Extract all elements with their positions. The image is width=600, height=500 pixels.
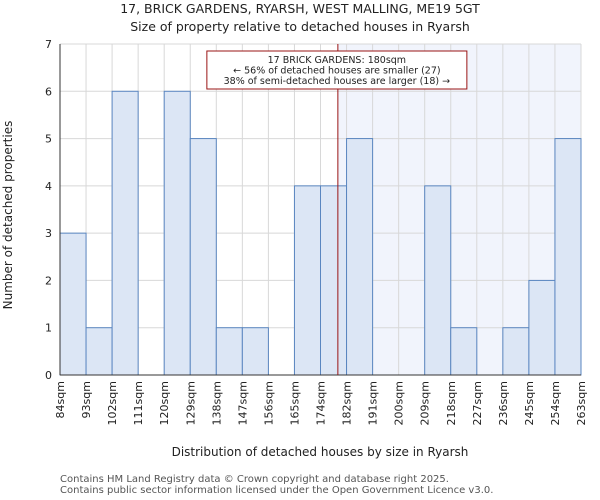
histogram-bar	[346, 138, 374, 376]
x-tick-label: 147sqm	[236, 381, 249, 425]
y-tick-label: 1	[45, 322, 52, 335]
histogram-bar	[59, 232, 87, 376]
x-tick-label: 174sqm	[315, 381, 328, 425]
x-tick-label: 84sqm	[54, 381, 67, 418]
x-tick-label: 129sqm	[184, 381, 197, 425]
annotation-box	[206, 50, 468, 90]
x-tick-label: 182sqm	[341, 381, 354, 425]
histogram-bar	[241, 327, 269, 376]
x-tick-label: 263sqm	[575, 381, 588, 425]
x-tick-label: 200sqm	[393, 381, 406, 425]
x-tick-label: 191sqm	[367, 381, 380, 425]
histogram-bar	[85, 327, 113, 376]
histogram-bar	[215, 327, 243, 376]
x-tick-label: 209sqm	[419, 381, 432, 425]
y-tick-label: 4	[45, 180, 52, 193]
chart-title-line-2: Size of property relative to detached ho…	[130, 19, 470, 34]
y-tick-label: 3	[45, 227, 52, 240]
x-tick-label: 236sqm	[497, 381, 510, 425]
x-axis-label: Distribution of detached houses by size …	[172, 445, 469, 459]
histogram-bar	[111, 90, 139, 376]
chart-title-line-1: 17, BRICK GARDENS, RYARSH, WEST MALLING,…	[120, 1, 480, 16]
x-tick-label: 165sqm	[288, 381, 301, 425]
y-axis-label: Number of detached properties	[1, 121, 15, 310]
x-tick-label: 227sqm	[471, 381, 484, 425]
x-tick-label: 102sqm	[106, 381, 119, 425]
histogram-bar	[424, 185, 452, 376]
footer-attribution-1: Contains HM Land Registry data © Crown c…	[60, 474, 449, 485]
x-tick-label: 93sqm	[80, 381, 93, 418]
histogram-bar	[528, 279, 556, 376]
histogram-bar	[450, 327, 478, 376]
histogram-bar	[554, 138, 582, 376]
x-tick-label: 254sqm	[549, 381, 562, 425]
annotation-smaller: ← 56% of detached houses are smaller (27…	[233, 66, 440, 77]
histogram-bar	[293, 185, 322, 376]
y-tick-label: 0	[45, 369, 52, 382]
x-tick-label: 245sqm	[523, 381, 536, 425]
y-tick-label: 6	[45, 85, 52, 98]
histogram-bar	[502, 327, 530, 376]
y-tick-label: 5	[45, 133, 52, 146]
histogram-bar	[320, 185, 348, 376]
x-tick-label: 218sqm	[445, 381, 458, 425]
x-tick-label: 111sqm	[132, 381, 145, 425]
x-tick-label: 120sqm	[158, 381, 171, 425]
annotation-larger: 38% of semi-detached houses are larger (…	[224, 76, 451, 87]
y-tick-label: 2	[45, 274, 52, 287]
y-tick-label: 7	[45, 38, 52, 51]
annotation-title: 17 BRICK GARDENS: 180sqm	[268, 55, 406, 66]
footer-attribution-2: Contains public sector information licen…	[60, 485, 494, 496]
histogram-bar	[163, 90, 191, 376]
x-tick-label: 156sqm	[262, 381, 275, 425]
x-tick-label: 138sqm	[210, 381, 223, 425]
histogram-bar	[189, 138, 217, 376]
